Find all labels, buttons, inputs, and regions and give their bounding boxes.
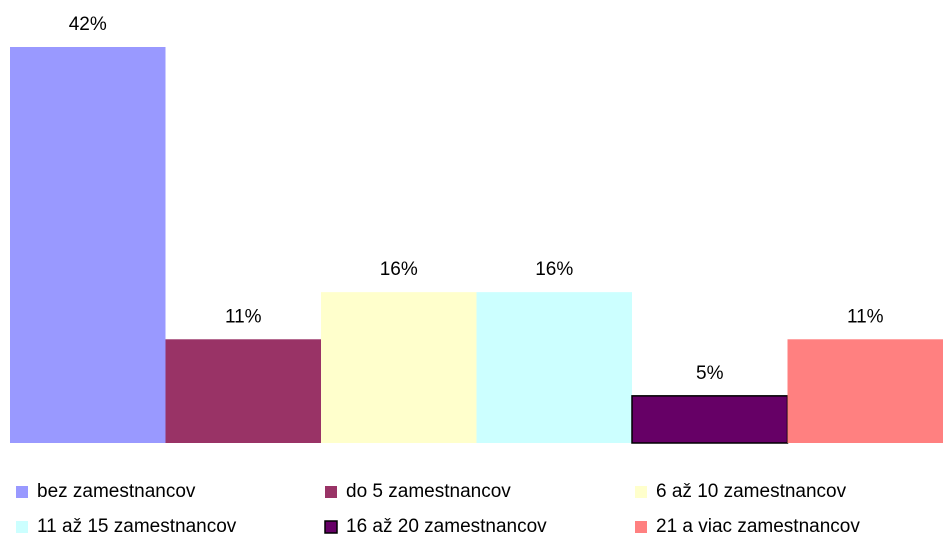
bar [631,395,789,444]
bar [321,292,477,443]
data-label: 16% [380,259,418,280]
legend-swatch [324,520,338,534]
legend-label: 6 až 10 zamestnancov [656,481,847,502]
legend-swatch [16,521,28,533]
data-label: 5% [696,363,724,384]
bar [787,339,943,443]
bar [165,339,321,443]
bar [476,292,632,443]
legend-swatch [325,486,337,498]
legend-label: 16 až 20 zamestnancov [346,516,547,537]
bar [10,47,166,443]
legend-label: do 5 zamestnancov [346,481,511,502]
legend-label: bez zamestnancov [37,481,196,502]
legend-swatch [635,521,647,533]
data-label: 16% [535,259,573,280]
data-label: 11% [847,306,884,327]
data-label: 42% [69,14,107,35]
data-label: 11% [225,306,262,327]
legend-swatch [16,486,28,498]
legend-swatch [635,486,647,498]
legend-label: 11 až 15 zamestnancov [37,516,237,537]
legend-label: 21 a viac zamestnancov [656,516,860,537]
